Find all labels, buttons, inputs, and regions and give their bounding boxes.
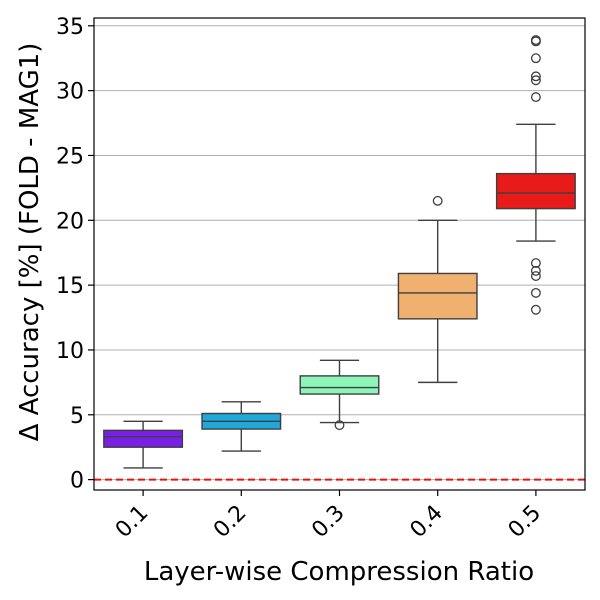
box-0.3 [299, 359, 380, 431]
outlier-point [530, 287, 541, 298]
gridlines [94, 25, 585, 481]
box-iqr [103, 429, 184, 448]
y-axis-ticks: 0 5 10 15 20 25 30 35 [56, 15, 94, 494]
y-tick-label: 30 [56, 80, 84, 105]
outlier-point [530, 53, 541, 64]
outlier-point [530, 304, 541, 315]
y-tick-label: 20 [56, 209, 84, 234]
box-iqr [495, 172, 576, 210]
y-tick-label: 25 [56, 144, 84, 169]
box-iqr [397, 272, 478, 320]
outlier-point [432, 195, 443, 206]
box-0.2 [201, 401, 282, 452]
box-0.5 [495, 35, 576, 315]
boxes-group [103, 35, 576, 469]
box-iqr [299, 375, 380, 395]
outlier-point [530, 258, 541, 269]
outlier-point [530, 265, 541, 276]
x-axis-label: Layer-wise Compression Ratio [144, 557, 534, 587]
outlier-point [530, 71, 541, 82]
box-0.1 [103, 420, 184, 469]
outlier-point [530, 271, 541, 281]
outlier-point [530, 92, 541, 103]
y-tick-label: 5 [70, 404, 84, 429]
y-tick-label: 0 [70, 469, 84, 494]
outlier-point [530, 75, 541, 86]
outlier-point [530, 35, 541, 45]
y-tick-label: 35 [56, 15, 84, 40]
outlier-point [334, 420, 345, 431]
y-axis-label: Δ Accuracy [%] (FOLD - MAG1) [15, 43, 45, 442]
y-tick-label: 10 [56, 339, 84, 364]
y-tick-label: 15 [56, 274, 84, 299]
box-0.4 [397, 195, 478, 384]
